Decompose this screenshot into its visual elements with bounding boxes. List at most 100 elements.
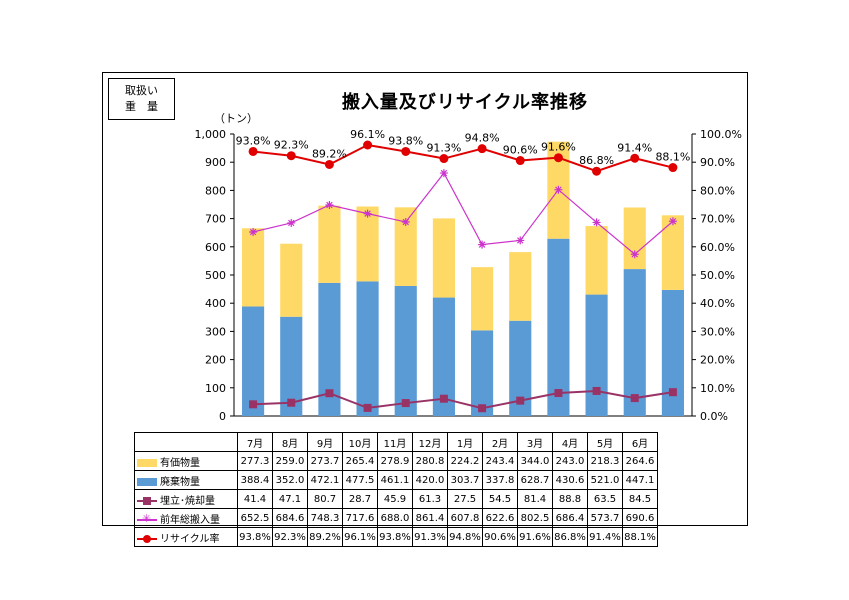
table-cell: 86.8% — [552, 527, 588, 547]
prev-year-point — [401, 217, 410, 226]
recycle-rate-label: 93.8% — [388, 134, 423, 147]
prev-year-point — [554, 185, 563, 194]
table-cell: 861.4 — [412, 508, 448, 528]
table-cell: 430.6 — [552, 470, 588, 490]
table-cell: 717.6 — [342, 508, 378, 528]
table-cell: 259.0 — [272, 451, 308, 471]
recycle-rate-line — [252, 143, 674, 173]
prev-year-point — [668, 217, 677, 226]
table-cell: 80.7 — [307, 489, 343, 509]
badge-line-2: 重 量 — [125, 100, 158, 113]
table-cell: 96.1% — [342, 527, 378, 547]
row-label: 廃棄物量 — [134, 470, 238, 490]
legend-swatch — [137, 458, 157, 467]
table-cell: 686.4 — [552, 508, 588, 528]
recycle-rate-point — [592, 166, 602, 176]
bar-haikibutsu — [318, 282, 341, 416]
row-label: 埋立･焼却量 — [134, 489, 238, 509]
table-cell: 688.0 — [377, 508, 413, 528]
y-tick-label: 600 — [205, 241, 226, 254]
y-tick-label: 200 — [205, 354, 226, 367]
landfill-point — [439, 394, 448, 403]
table-cell: 684.6 — [272, 508, 308, 528]
landfill-point — [249, 400, 258, 409]
month-header: 3月 — [517, 432, 553, 452]
table-corner — [134, 432, 238, 452]
table-row: リサイクル率 93.8% 92.3% 89.2% 96.1% 93.8% 91.3% 94.8… — [134, 527, 658, 547]
table-cell: 81.4 — [517, 489, 553, 509]
prev-year-point — [439, 169, 448, 178]
bar-haikibutsu — [509, 320, 532, 416]
prev-year-point — [325, 200, 334, 209]
bar-haikibutsu — [471, 330, 494, 416]
bar-yuukabutsu — [432, 218, 455, 298]
bar-yuukabutsu — [356, 206, 379, 282]
table-cell: 243.0 — [552, 451, 588, 471]
recycle-rate-point — [324, 159, 334, 169]
recycle-rate-label: 91.6% — [541, 141, 576, 154]
bar-haikibutsu — [280, 316, 303, 416]
table-cell: 47.1 — [272, 489, 308, 509]
y2-tick-label: 90.0% — [700, 156, 735, 169]
table-row: ✳ 前年総搬入量 652.5 684.6 748.3 717.6 688.0 861.4 607… — [134, 508, 658, 528]
table-cell: 280.8 — [412, 451, 448, 471]
table-cell: 91.3% — [412, 527, 448, 547]
table-cell: 28.7 — [342, 489, 378, 509]
weight-badge: 取扱い 重 量 — [108, 78, 175, 120]
month-header: 5月 — [587, 432, 623, 452]
recycle-rate-point — [477, 144, 487, 154]
y2-tick-label: 70.0% — [700, 213, 735, 226]
table-cell: 264.6 — [622, 451, 658, 471]
month-header: 9月 — [307, 432, 343, 452]
month-header: 7月 — [237, 432, 273, 452]
row-label-text: リサイクル率 — [160, 533, 220, 545]
bar-yuukabutsu — [471, 267, 494, 331]
bar-yuukabutsu — [661, 215, 684, 290]
table-cell: 218.3 — [587, 451, 623, 471]
recycle-rate-label: 89.2% — [312, 147, 347, 160]
y2-tick-label: 30.0% — [700, 325, 735, 338]
row-label-text: 有価物量 — [160, 457, 200, 469]
recycle-rate-label: 86.8% — [579, 154, 614, 167]
landfill-point — [592, 386, 601, 395]
table-cell: 477.5 — [342, 470, 378, 490]
prev-year-point — [249, 227, 258, 236]
y2-tick-label: 60.0% — [700, 241, 735, 254]
bar-yuukabutsu — [318, 205, 341, 283]
recycle-rate-point — [515, 156, 525, 166]
table-cell: 41.4 — [237, 489, 273, 509]
y2-tick-label: 20.0% — [700, 354, 735, 367]
table-cell: 607.8 — [447, 508, 483, 528]
recycle-rate-label: 92.3% — [274, 139, 309, 152]
landfill-line — [253, 389, 674, 410]
table-cell: 243.4 — [482, 451, 518, 471]
y2-tick-label: 10.0% — [700, 382, 735, 395]
y2-tick-label: 50.0% — [700, 269, 735, 282]
landfill-point — [478, 404, 487, 413]
y-tick-label: 0 — [219, 410, 226, 423]
y2-tick-label: 0.0% — [700, 410, 728, 423]
legend-swatch: ✳ — [137, 513, 157, 525]
bar-haikibutsu — [242, 306, 265, 416]
recycle-rate-label: 91.4% — [617, 141, 652, 154]
recycle-rate-label: 88.1% — [655, 151, 690, 164]
legend-swatch — [137, 496, 157, 506]
table-cell: 273.7 — [307, 451, 343, 471]
landfill-point — [325, 389, 334, 398]
table-cell: 352.0 — [272, 470, 308, 490]
table-cell: 628.7 — [517, 470, 553, 490]
table-cell: 93.8% — [237, 527, 273, 547]
recycle-rate-point — [401, 146, 411, 156]
chart-title: 搬入量及びリサイクル率推移 — [341, 92, 589, 113]
month-header: 12月 — [412, 432, 448, 452]
bar-yuukabutsu — [242, 228, 265, 307]
bar-yuukabutsu — [394, 207, 417, 286]
bar-yuukabutsu — [623, 207, 646, 270]
y-axis-unit-label: （トン） — [214, 112, 258, 125]
recycle-rate-label: 90.6% — [503, 144, 538, 157]
y2-tick-label: 40.0% — [700, 297, 735, 310]
table-cell: 388.4 — [237, 470, 273, 490]
table-cell: 420.0 — [412, 470, 448, 490]
table-cell: 91.4% — [587, 527, 623, 547]
